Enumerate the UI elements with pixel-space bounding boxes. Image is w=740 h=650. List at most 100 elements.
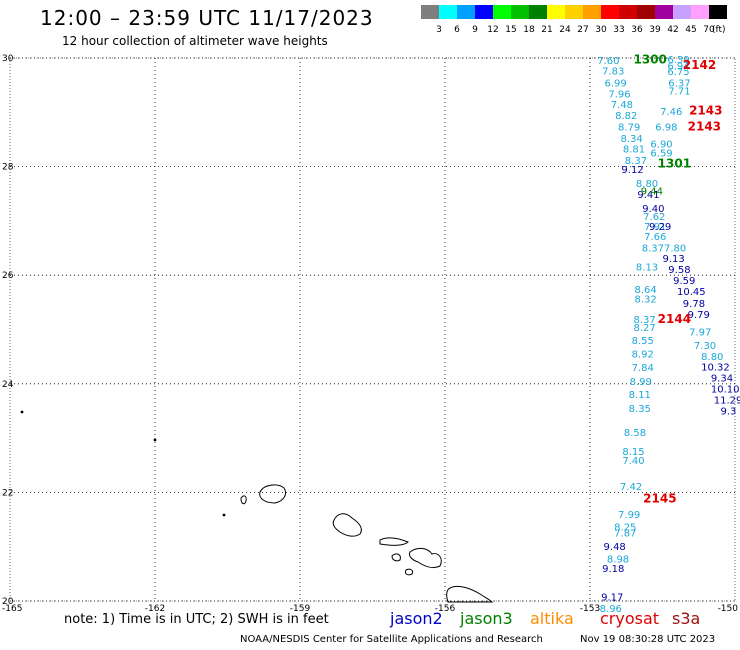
wave-height-value: 9.17 xyxy=(601,593,623,604)
wave-height-value: 8.96 xyxy=(600,604,622,615)
legend-swatch xyxy=(421,5,439,19)
lat-label: 26 xyxy=(2,271,14,281)
wave-height-value: 8.64 xyxy=(634,285,656,296)
wave-height-value: 11.29 xyxy=(714,396,740,407)
wave-height-value: 9.48 xyxy=(604,542,626,553)
lon-label: -165 xyxy=(2,604,22,614)
map-frame xyxy=(9,57,736,602)
wave-height-value: 9.40 xyxy=(642,204,664,215)
wave-height-value: 10.32 xyxy=(701,362,730,373)
lat-label: 28 xyxy=(2,163,14,173)
wave-height-value: 7.40 xyxy=(622,456,644,467)
wave-height-value: 8.99 xyxy=(630,377,652,388)
legend-label: 42 xyxy=(667,25,679,35)
lat-label: 22 xyxy=(2,488,13,498)
wave-height-value: 7.46 xyxy=(660,107,682,118)
legend-swatch xyxy=(637,5,655,19)
generated-timestamp: Nov 19 08:30:28 UTC 2023 xyxy=(580,634,716,645)
lon-label: -162 xyxy=(145,604,165,614)
wave-height-value: 9.12 xyxy=(621,165,643,176)
wave-height-value: 6.75 xyxy=(667,67,689,78)
wave-height-value: 7.83 xyxy=(602,66,624,77)
lon-label: -150 xyxy=(718,604,739,614)
legend-swatch xyxy=(673,5,691,19)
island-hawaii xyxy=(446,585,494,603)
wave-height-value: 10.10 xyxy=(711,385,740,396)
wave-height-observations: 7.607.836.997.967.488.828.798.348.818.37… xyxy=(597,53,740,615)
wave-height-value: 9.34 xyxy=(711,373,733,384)
wave-height-value: 9.29 xyxy=(649,222,671,233)
wave-height-value: 7.91 xyxy=(644,222,666,233)
wave-height-value: 8.35 xyxy=(629,404,651,415)
hawaii-coastline xyxy=(20,410,494,603)
island-lanai xyxy=(391,553,401,562)
wave-height-value: 8.98 xyxy=(607,555,629,566)
legend-label: 3 xyxy=(436,25,442,35)
wave-height-value: 7.60 xyxy=(597,56,619,67)
satellite-label: s3a xyxy=(672,609,701,628)
legend-label: 9 xyxy=(472,25,478,35)
wave-height-value: 9.44 xyxy=(641,186,663,197)
wave-height-value: 8.81 xyxy=(623,145,645,156)
satellite-label: jason2 xyxy=(390,609,443,628)
revolution-label: 2143 xyxy=(689,104,722,118)
wave-height-value: 6.90 xyxy=(650,139,672,150)
legend-label: 6 xyxy=(454,25,460,35)
legend-swatch xyxy=(583,5,601,19)
wave-height-value: 8.25 xyxy=(614,523,636,534)
wave-height-value: 7.62 xyxy=(643,212,665,223)
legend-label: 27 xyxy=(577,25,589,35)
wave-height-value: 7.97 xyxy=(689,328,711,339)
wave-height-value: 8.82 xyxy=(615,111,637,122)
wave-height-value: 6.99 xyxy=(605,78,627,89)
legend-swatch xyxy=(547,5,565,19)
legend-label: 18 xyxy=(523,25,535,35)
legend-label: 33 xyxy=(613,25,625,35)
legend-label: 15 xyxy=(505,25,517,35)
legend-label: 30 xyxy=(595,25,607,35)
legend-swatch xyxy=(601,5,619,19)
lat-label: 30 xyxy=(2,54,14,64)
revolution-label: 1301 xyxy=(658,156,691,170)
wave-height-value: 8.34 xyxy=(620,134,642,145)
wave-height-value: 8.58 xyxy=(624,428,646,439)
satellite-label: jason3 xyxy=(460,609,513,628)
wave-height-value: 7.84 xyxy=(632,363,654,374)
credit-line: NOAA/NESDIS Center for Satellite Applica… xyxy=(240,634,543,645)
lon-label: -153 xyxy=(580,604,600,614)
wave-height-value: 7.42 xyxy=(620,482,642,493)
legend-label: 39 xyxy=(649,25,661,35)
island-kauai xyxy=(259,484,287,504)
wave-height-value: 7.71 xyxy=(668,87,690,98)
wave-height-value: 9.79 xyxy=(688,310,710,321)
legend-swatch xyxy=(655,5,673,19)
wave-height-value: 7.87 xyxy=(614,529,636,540)
wave-height-value: 8.80 xyxy=(636,179,658,190)
island-molokai xyxy=(379,537,409,546)
satellite-label: cryosat xyxy=(600,609,660,628)
wave-height-value: 7.48 xyxy=(611,100,633,111)
wave-height-value: 8.55 xyxy=(632,336,654,347)
legend-swatch xyxy=(709,5,727,19)
wave-height-value: 8.15 xyxy=(622,447,644,458)
legend-unit: (ft) xyxy=(712,25,726,35)
legend-swatch xyxy=(691,5,709,19)
island-maui xyxy=(409,547,442,569)
lat-lon-grid: 30 28 26 24 22 20-165 -162 -159 -156 -153 -150 xyxy=(2,54,738,614)
wave-height-value: 7.99 xyxy=(618,510,640,521)
legend-label: 45 xyxy=(685,25,697,35)
lat-label: 20 xyxy=(2,597,14,607)
wave-height-value: 6.94 xyxy=(667,62,689,73)
lat-label: 24 xyxy=(2,380,14,390)
legend-swatch xyxy=(529,5,547,19)
legend-swatch xyxy=(565,5,583,19)
wave-height-value: 8.80 xyxy=(701,352,723,363)
lon-label: -159 xyxy=(290,604,311,614)
footer-note: note: 1) Time is in UTC; 2) SWH is in fe… xyxy=(64,612,329,627)
wave-height-value: 9.58 xyxy=(668,265,690,276)
legend-swatch xyxy=(619,5,637,19)
legend-label: 21 xyxy=(541,25,553,35)
wave-height-value: 6.98 xyxy=(655,122,677,133)
legend-swatch xyxy=(475,5,493,19)
